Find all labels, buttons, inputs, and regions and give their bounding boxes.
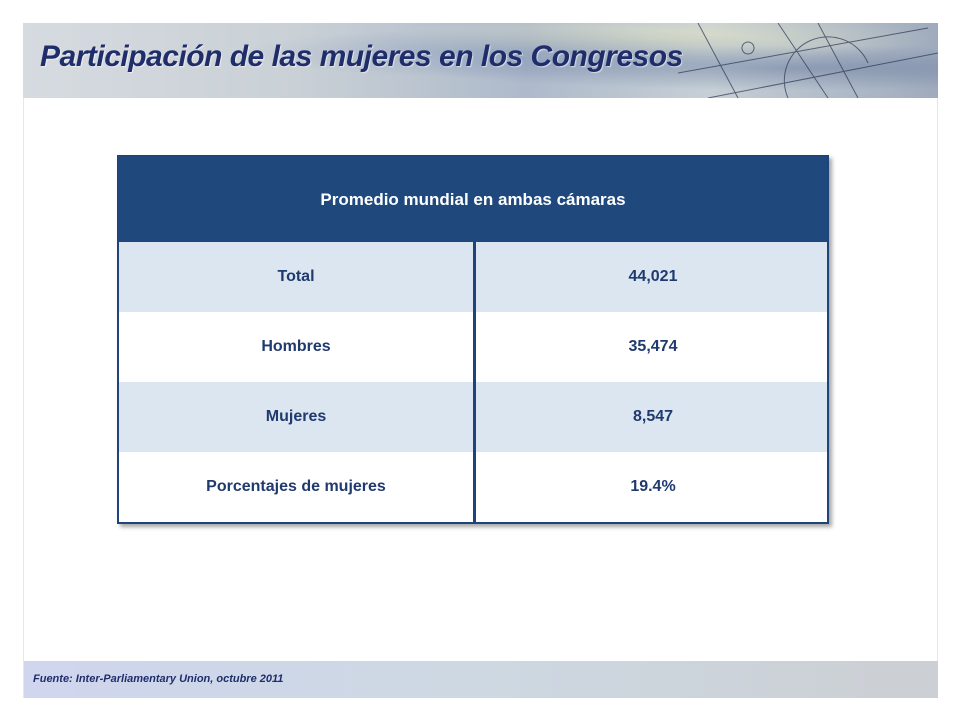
row-label: Mujeres	[119, 382, 476, 452]
footer-band	[24, 661, 938, 698]
row-value: 8,547	[632, 408, 674, 425]
table-row: Total 44,021	[119, 242, 827, 312]
row-label: Porcentajes de mujeres	[119, 452, 476, 522]
table-row: Hombres 35,474	[119, 312, 827, 382]
table-row: Mujeres 8,547	[119, 382, 827, 452]
row-label: Hombres	[119, 312, 476, 382]
data-table: Promedio mundial en ambas cámaras Total …	[117, 155, 829, 524]
row-value: 19.4%	[630, 478, 676, 495]
source-note: Fuente: Inter-Parliamentary Union, octub…	[33, 673, 284, 685]
table-heading: Promedio mundial en ambas cámaras	[119, 157, 827, 242]
row-value: 44,021	[628, 268, 678, 285]
geometry-decoration-icon	[678, 23, 938, 98]
row-label: Total	[119, 242, 476, 312]
page-title: Participación de las mujeres en los Cong…	[40, 40, 683, 73]
header-banner-image	[23, 23, 938, 98]
table-row: Porcentajes de mujeres 19.4%	[119, 452, 827, 522]
row-value: 35,474	[628, 338, 678, 355]
